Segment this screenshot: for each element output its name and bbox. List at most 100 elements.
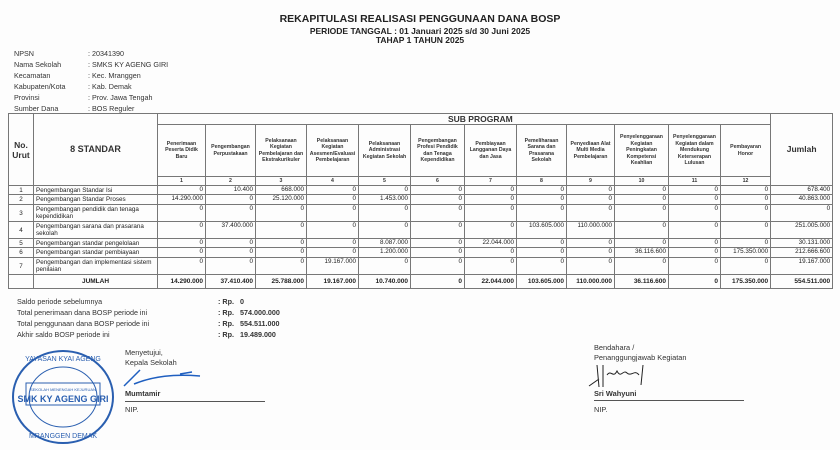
headmaster-name: Mumtamir [125, 389, 161, 398]
total-value: 103.605.000 [516, 274, 567, 289]
cell-value: 0 [516, 185, 567, 195]
cell-value: 0 [719, 194, 772, 205]
treasurer-name: Sri Wahyuni [594, 389, 637, 398]
cell-value: 0 [668, 238, 721, 248]
cell-value: 0 [668, 257, 721, 275]
info-value: : 20341390 [88, 49, 124, 58]
table-row: 6 Pengembangan standar pembiayaan 0 0 0 0 1.20… [8, 247, 834, 258]
svg-text:YAYASAN KYAI AGENG: YAYASAN KYAI AGENG [25, 356, 101, 363]
cell-value: 36.116.600 [614, 247, 669, 258]
cell-value: 0 [410, 185, 465, 195]
total-value: 36.116.600 [614, 274, 669, 289]
cell-value: 0 [566, 185, 615, 195]
cell-value: 22.044.000 [464, 238, 517, 248]
column-number: 7 [464, 176, 517, 186]
summary-value: : Rp. 554.511.000 [218, 319, 280, 328]
standar-header: 8 STANDAR [33, 113, 158, 186]
column-header: Penyelenggaraan Kegiatan Peningkatan Kom… [614, 124, 669, 177]
treasurer-role-2: Penanggungjawab Kegiatan [594, 353, 687, 362]
total-value: 175.350.000 [719, 274, 772, 289]
stage-subtitle: TAHAP 1 TAHUN 2025 [375, 35, 465, 45]
cell-value: 0 [410, 247, 465, 258]
column-header: Pelaksanaan Kegiatan Pembelajaran dan Ek… [255, 124, 307, 177]
cell-value: 0 [668, 194, 721, 205]
cell-value: 0 [719, 257, 772, 275]
jumlah-header: Jumlah [770, 113, 834, 186]
headmaster-role: Kepala Sekolah [125, 358, 177, 367]
cell-value: 0 [566, 257, 615, 275]
treasurer-signature-icon [588, 364, 644, 388]
cell-value: 0 [614, 194, 669, 205]
column-number: 11 [668, 176, 721, 186]
row-total: 30.131.000 [770, 238, 834, 248]
cell-value: 0 [410, 238, 465, 248]
school-stamp-icon: SEKOLAH MENENGAH KEJURUAN SMK KY AGENG G… [12, 350, 114, 444]
cell-value: 0 [464, 185, 517, 195]
column-header: Pembiayaan Langganan Daya dan Jasa [464, 124, 517, 177]
cell-value: 0 [719, 204, 772, 222]
cell-value: 0 [614, 185, 669, 195]
cell-value: 0 [464, 204, 517, 222]
recap-table: No. Urut 8 STANDAR SUB PROGRAM Jumlah Pe… [8, 113, 834, 289]
row-total: 678.400 [770, 185, 834, 195]
cell-value: 0 [516, 204, 567, 222]
no-urut-header: No. Urut [8, 113, 34, 186]
cell-value: 103.605.000 [516, 221, 567, 239]
cell-value: 0 [614, 221, 669, 239]
cell-value: 0 [464, 247, 517, 258]
treasurer-signature-line [594, 400, 744, 401]
summary-value: : Rp. 19.489.000 [218, 330, 276, 339]
info-label: Kabupaten/Kota [14, 82, 66, 91]
info-value: : Kab. Demak [88, 82, 132, 91]
cell-value: 0 [516, 238, 567, 248]
headmaster-signature-icon [123, 369, 201, 387]
info-value: : BOS Reguler [88, 104, 135, 113]
row-total: 40.863.000 [770, 194, 834, 205]
cell-value: 0 [566, 204, 615, 222]
info-label: Provinsi [14, 93, 40, 102]
info-value: : SMKS KY AGENG GIRI [88, 60, 169, 69]
cell-value: 0 [410, 221, 465, 239]
cell-value: 0 [516, 257, 567, 275]
column-header: Pelaksanaan Kegiatan Asesmen/Evaluasi Pe… [306, 124, 359, 177]
row-total: 0 [770, 204, 834, 222]
cell-value: 0 [668, 221, 721, 239]
cell-value: 0 [410, 204, 465, 222]
svg-text:SEKOLAH MENENGAH KEJURUAN: SEKOLAH MENENGAH KEJURUAN [30, 387, 96, 392]
cell-value: 0 [566, 238, 615, 248]
svg-text:MRANGGEN DEMAK: MRANGGEN DEMAK [29, 433, 97, 440]
headmaster-nip: NIP. [125, 405, 139, 414]
column-header: Penyelenggaraan Kegiatan dalam Mendukung… [668, 124, 721, 177]
cell-value: 0 [516, 194, 567, 205]
column-number: 8 [516, 176, 567, 186]
total-value: 110.000.000 [566, 274, 615, 289]
column-number: 10 [614, 176, 669, 186]
cell-value: 0 [566, 194, 615, 205]
cell-value: 110.000.000 [566, 221, 615, 239]
total-label: JUMLAH [33, 274, 158, 289]
school-info: NPSN: 20341390 Nama Sekolah: SMKS KY AGEN… [0, 0, 400, 115]
cell-value: 0 [614, 204, 669, 222]
info-label: Nama Sekolah [14, 60, 62, 69]
cell-value: 0 [614, 257, 669, 275]
cell-value: 0 [614, 238, 669, 248]
cell-value: 0 [464, 221, 517, 239]
column-header: Pembayaran Honor [719, 124, 772, 177]
info-value: : Prov. Jawa Tengah [88, 93, 153, 102]
grand-total: 554.511.000 [770, 274, 834, 289]
cell-value: 0 [464, 257, 517, 275]
total-value: 0 [410, 274, 465, 289]
table-row: 5 Pengembangan standar pengelolaan 0 0 0 0 8.0… [8, 238, 834, 248]
document-title: REKAPITULASI REALISASI PENGGUNAAN DANA B… [279, 13, 561, 25]
total-value: 0 [668, 274, 721, 289]
cell-value: 0 [566, 247, 615, 258]
cell-value: 0 [516, 247, 567, 258]
cell-value: 0 [719, 185, 772, 195]
approval-label: Menyetujui, [125, 348, 163, 357]
summary-label: Total penggunaan dana BOSP periode ini [17, 319, 150, 328]
treasurer-role-1: Bendahara / [594, 343, 635, 352]
total-value: 22.044.000 [464, 274, 517, 289]
cell-value: 0 [668, 247, 721, 258]
table-row: 1 Pengembangan Standar Isi 0 10.400 668.000 0… [8, 185, 834, 195]
table-row: 4 Pengembangan sarana dan prasarana sekol… [8, 221, 834, 239]
